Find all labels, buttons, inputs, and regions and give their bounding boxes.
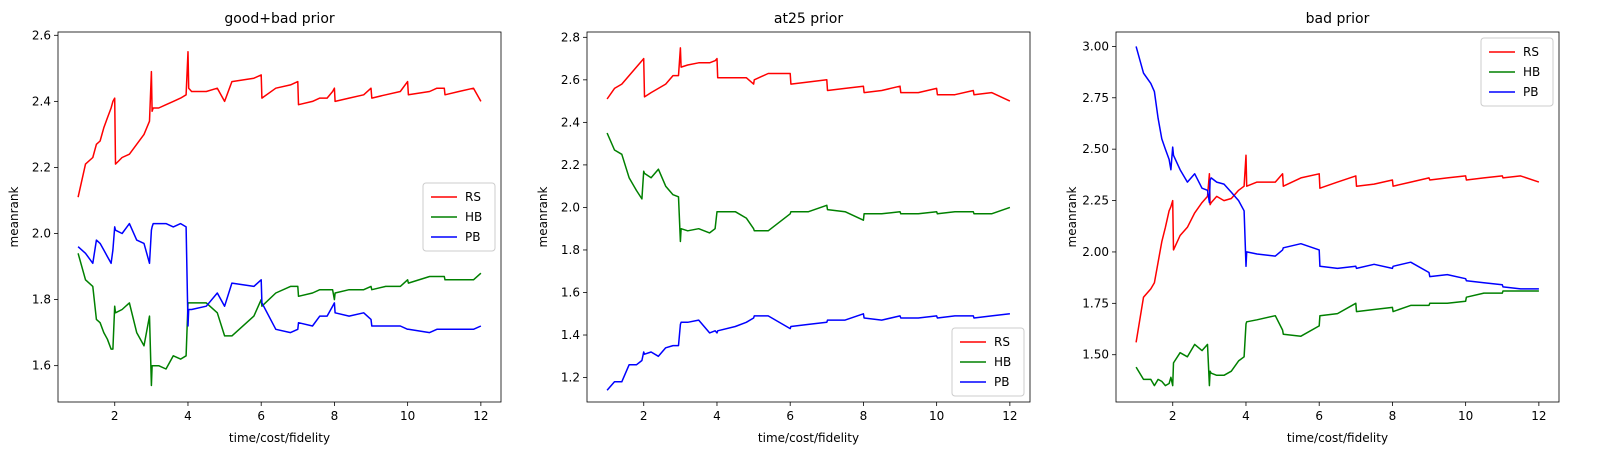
x-axis-label: time/cost/fidelity <box>1287 431 1388 445</box>
y-tick-label: 1.8 <box>561 243 580 257</box>
legend-box <box>951 327 1025 397</box>
y-axis-label: meanrank <box>1065 187 1079 248</box>
x-tick-label: 6 <box>786 409 794 423</box>
y-tick-label: 2.2 <box>32 160 51 174</box>
y-tick-label: 1.4 <box>561 328 580 342</box>
legend: RS HB PB <box>1480 37 1554 107</box>
legend-label-rs: RS <box>1523 45 1539 59</box>
y-tick-label: 1.6 <box>32 359 51 373</box>
series-line-pb <box>1135 46 1539 290</box>
y-tick-label: 3.00 <box>1082 39 1109 53</box>
x-tick-label: 2 <box>111 409 119 423</box>
legend-label-hb: HB <box>994 355 1011 369</box>
y-tick-label: 2.0 <box>32 227 51 241</box>
y-tick-label: 1.2 <box>561 371 580 385</box>
x-tick-label: 6 <box>1315 409 1323 423</box>
legend-label-hb: HB <box>465 210 482 224</box>
chart-title: good+bad prior <box>224 11 335 27</box>
y-tick-label: 2.2 <box>561 158 580 172</box>
x-tick-label: 12 <box>473 409 488 423</box>
series-line-pb <box>606 313 1010 391</box>
y-tick-label: 2.4 <box>32 94 51 108</box>
y-tick-label: 2.25 <box>1082 194 1109 208</box>
x-axis-label: time/cost/fidelity <box>229 431 330 445</box>
y-tick-label: 2.4 <box>561 115 580 129</box>
x-tick-label: 8 <box>1389 409 1397 423</box>
chart-panel-3: 2 4 6 8 10 12 1.50 1.75 2.00 2.25 2.50 2.75 3.00 bad … <box>1065 11 1560 445</box>
x-tick-label: 4 <box>713 409 721 423</box>
chart-title: bad prior <box>1306 11 1370 27</box>
series-line-hb <box>77 253 482 387</box>
plot-frame <box>1115 31 1560 403</box>
x-tick-label: 10 <box>929 409 944 423</box>
legend-box <box>1480 37 1554 107</box>
x-tick-label: 10 <box>1458 409 1473 423</box>
chart-panel-2: 2 4 6 8 10 12 1.2 1.4 1.6 1.8 2.0 2.2 2.4 2.6 2.8 at25 … <box>536 11 1031 445</box>
x-tick-label: 6 <box>257 409 265 423</box>
y-tick-label: 2.50 <box>1082 142 1109 156</box>
x-tick-label: 12 <box>1531 409 1546 423</box>
y-axis-label: meanrank <box>536 187 550 248</box>
y-tick-label: 2.00 <box>1082 245 1109 259</box>
x-tick-label: 2 <box>1169 409 1177 423</box>
legend-box <box>422 182 496 252</box>
x-tick-label: 12 <box>1002 409 1017 423</box>
y-tick-label: 1.50 <box>1082 348 1109 362</box>
y-tick-label: 1.6 <box>561 285 580 299</box>
y-tick-label: 2.6 <box>561 73 580 87</box>
y-tick-label: 2.75 <box>1082 91 1109 105</box>
series-line-rs <box>77 51 482 198</box>
y-tick-label: 2.0 <box>561 200 580 214</box>
y-axis-label: meanrank <box>7 187 21 248</box>
legend-label-pb: PB <box>465 230 480 244</box>
y-tick-label: 1.75 <box>1082 296 1109 310</box>
y-tick-label: 2.8 <box>561 30 580 44</box>
series-line-hb <box>1135 290 1539 387</box>
x-axis-label: time/cost/fidelity <box>758 431 859 445</box>
x-tick-label: 4 <box>1242 409 1250 423</box>
legend: RS HB PB <box>422 182 496 252</box>
y-tick-label: 1.8 <box>32 293 51 307</box>
legend-label-pb: PB <box>1523 85 1538 99</box>
series-line-pb <box>77 222 482 334</box>
y-tick-label: 2.6 <box>32 28 51 42</box>
chart-panel-1: 2 4 6 8 10 12 1.6 1.8 2.0 2.2 2.4 2.6 good+bad prior… <box>7 11 502 445</box>
legend-label-pb: PB <box>994 375 1009 389</box>
legend: RS HB PB <box>951 327 1025 397</box>
x-tick-label: 4 <box>184 409 192 423</box>
x-tick-label: 8 <box>860 409 868 423</box>
legend-label-rs: RS <box>465 190 481 204</box>
series-line-rs <box>606 47 1011 102</box>
series-line-hb <box>606 132 1011 243</box>
legend-label-hb: HB <box>1523 65 1540 79</box>
plot-frame <box>586 31 1031 403</box>
plot-frame <box>57 31 502 403</box>
series-line-rs <box>1135 154 1540 343</box>
chart-title: at25 prior <box>774 11 843 27</box>
x-tick-label: 10 <box>400 409 415 423</box>
x-tick-label: 2 <box>640 409 648 423</box>
legend-label-rs: RS <box>994 335 1010 349</box>
x-tick-label: 8 <box>331 409 339 423</box>
